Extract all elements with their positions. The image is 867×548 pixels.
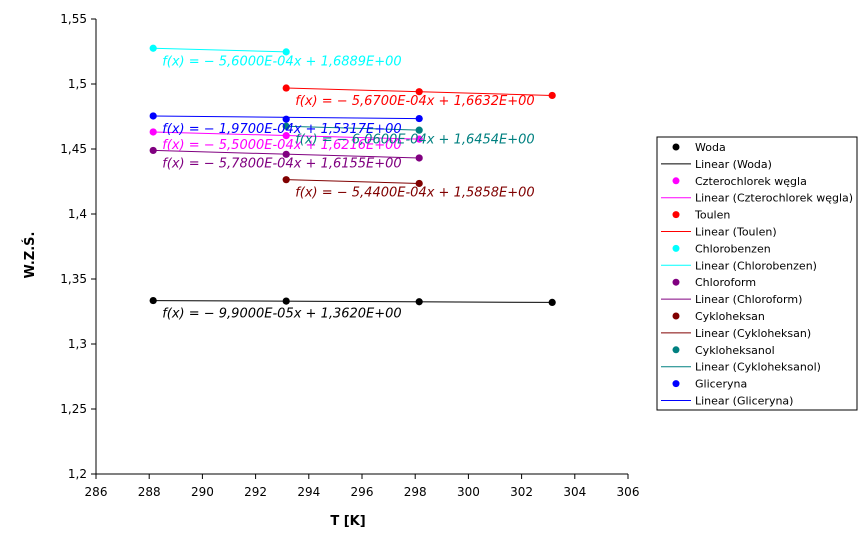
trendline-equation: f(x) = − 5,6700E-04x + 1,6632E+00 (295, 94, 535, 109)
y-tick-label: 1,55 (60, 12, 87, 26)
legend-label: Woda (695, 141, 726, 154)
trendline-equation: f(x) = − 5,4400E-04x + 1,5858E+00 (295, 186, 535, 201)
data-point (415, 179, 423, 188)
data-point (282, 84, 290, 92)
data-point (415, 135, 423, 143)
plot-area (96, 19, 628, 474)
legend-label: Toulen (694, 209, 730, 222)
trend-lines (153, 47, 553, 303)
data-point (548, 298, 556, 306)
data-point (149, 296, 157, 305)
legend-label: Linear (Cykloheksanol) (695, 361, 821, 374)
x-tick-label: 292 (244, 485, 267, 499)
trendline-equation: f(x) = − 5,5000E-04x + 1,6216E+00 (162, 138, 402, 153)
legend-label: Linear (Cykloheksan) (695, 327, 811, 340)
data-point (415, 154, 423, 162)
y-tick-label: 1,4 (68, 207, 87, 221)
y-tick-label: 1,2 (68, 467, 87, 481)
legend-label: Czterochlorek węgla (695, 175, 807, 188)
data-point (282, 48, 290, 56)
data-point (282, 132, 290, 140)
data-point (282, 150, 290, 158)
legend-marker (672, 244, 680, 252)
x-tick-label: 288 (138, 485, 161, 499)
x-tick-label: 294 (297, 485, 320, 499)
plot-background (96, 19, 628, 474)
legend-label: Linear (Chloroform) (695, 293, 802, 306)
legend-label: Gliceryna (695, 378, 747, 391)
data-points (149, 44, 556, 306)
trendline (286, 125, 420, 131)
legend-box (656, 136, 858, 411)
x-tick-label: 302 (510, 485, 533, 499)
y-axis: 1,2 1,25 1,3 1,35 1,4 1,45 1,5 1,55 (60, 12, 97, 481)
legend-label: Linear (Chlorobenzen) (695, 259, 817, 272)
legend-marker (672, 312, 680, 320)
legend-label: Linear (Toulen) (695, 226, 777, 239)
trendline-equation: f(x) = − 5,7800E-04x + 1,6155E+00 (162, 156, 402, 171)
legend-marker (672, 380, 680, 388)
data-point (282, 122, 290, 130)
trendline (153, 300, 553, 303)
x-axis: 286 288 290 292 294 296 298 300 302 304 306 (85, 473, 640, 499)
y-tick-label: 1,25 (60, 402, 87, 416)
data-point (282, 115, 290, 123)
x-tick-label: 286 (85, 485, 108, 499)
trendline-equation: f(x) = − 1,9700E-04x + 1,5317E+00 (162, 122, 402, 137)
trendline (286, 179, 420, 184)
data-point (149, 128, 157, 136)
x-axis-title: T [K] (330, 514, 365, 529)
legend-label: Linear (Czterochlorek węgla) (695, 192, 853, 205)
trendline-equation: f(x) = − 5,6000E-04x + 1,6889E+00 (162, 54, 402, 69)
trendline-equation: f(x) = − 9,9000E-05x + 1,3620E+00 (162, 307, 402, 322)
trendline-equations: f(x) = − 9,9000E-05x + 1,3620E+00 f(x) = … (162, 54, 535, 321)
x-tick-label: 306 (617, 485, 640, 499)
legend-label: Cykloheksanol (695, 344, 775, 357)
x-tick-label: 304 (563, 485, 586, 499)
y-axis-title: W.Z.Ś. (22, 232, 38, 279)
legend: Woda Linear (Woda) Czterochlorek węgla Line… (656, 136, 858, 411)
data-point (548, 91, 556, 100)
x-tick-label: 290 (191, 485, 214, 499)
trendline-equation: f(x) = − 6,0600E-04x + 1,6454E+00 (295, 132, 535, 147)
legend-label: Linear (Gliceryna) (695, 395, 793, 408)
data-point (149, 146, 157, 155)
legend-marker (672, 211, 680, 219)
legend-marker (672, 143, 680, 151)
legend-label: Cykloheksan (695, 310, 765, 323)
legend-label: Chlorobenzen (695, 242, 771, 255)
data-point (149, 44, 157, 52)
x-tick-label: 300 (457, 485, 480, 499)
y-tick-label: 1,5 (68, 77, 87, 91)
data-point (415, 298, 423, 306)
legend-marker (672, 278, 680, 286)
data-point (415, 114, 423, 123)
data-point (415, 126, 423, 134)
legend-label: Chloroform (695, 276, 756, 289)
y-tick-label: 1,3 (68, 337, 87, 351)
y-tick-label: 1,45 (60, 142, 87, 156)
data-point (282, 297, 290, 305)
data-point (149, 112, 157, 120)
x-tick-label: 296 (351, 485, 374, 499)
legend-marker (672, 177, 680, 185)
trendline (153, 47, 287, 53)
legend-label: Linear (Woda) (695, 158, 772, 171)
y-tick-label: 1,35 (60, 272, 87, 286)
legend-marker (672, 346, 680, 354)
data-point (282, 176, 290, 184)
data-point (415, 88, 423, 96)
x-tick-label: 298 (404, 485, 427, 499)
